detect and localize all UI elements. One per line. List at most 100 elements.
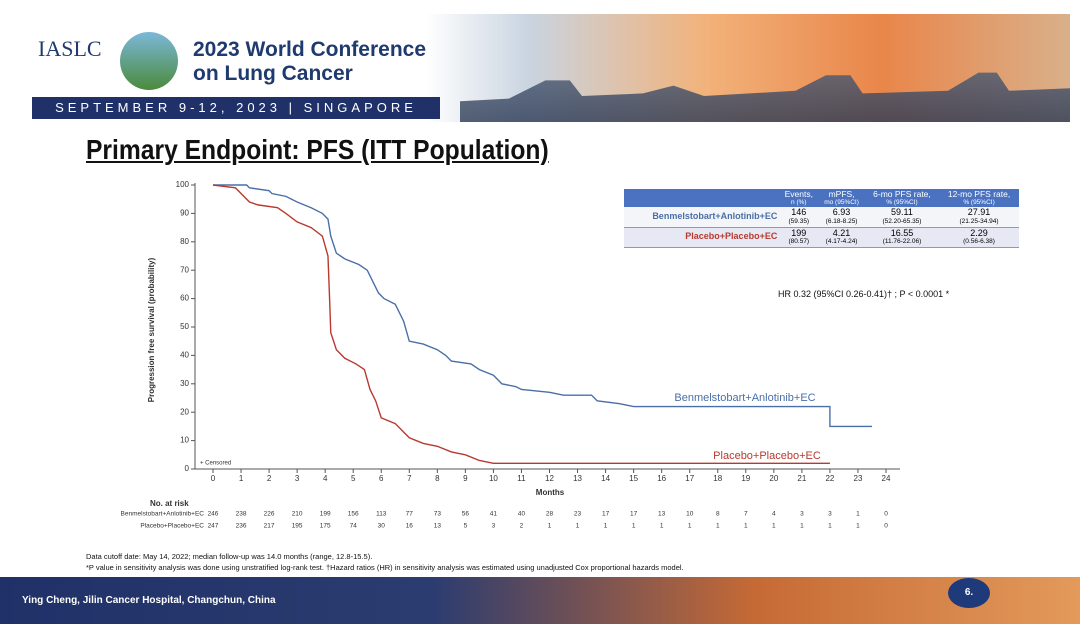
x-tick-label: 2: [267, 474, 272, 483]
y-axis-label: Progression free survival (probability): [147, 257, 156, 402]
conference-line: on Lung Cancer: [193, 62, 353, 85]
at-risk-count: 41: [490, 511, 498, 518]
header-line: % (95%CI): [963, 199, 995, 207]
at-risk-count: 1: [576, 523, 580, 530]
y-tick-label: 30: [180, 379, 189, 388]
at-risk-count: 1: [772, 523, 776, 530]
at-risk-count: 40: [518, 511, 526, 518]
x-tick-label: 6: [379, 474, 384, 483]
y-tick-label: 80: [180, 237, 189, 246]
cell-line: 59.11: [891, 207, 913, 218]
table-row: Placebo+Placebo+EC 199 (80.57) 4.21 (4.17-4.…: [624, 227, 1019, 248]
at-risk-count: 1: [800, 523, 804, 530]
at-risk-count: 1: [856, 511, 860, 518]
header-line: Events,: [784, 189, 813, 199]
at-risk-count: 2: [520, 523, 524, 530]
at-risk-label: Benmelstobart+Anlotinib+EC: [121, 511, 205, 518]
at-risk-count: 236: [236, 523, 247, 530]
at-risk-count: 3: [492, 523, 496, 530]
series-label: Benmelstobart+Anlotinib+EC: [674, 392, 815, 404]
x-tick-label: 17: [685, 474, 694, 483]
cell-line: 199: [791, 227, 807, 238]
cell-line: (80.57): [788, 238, 810, 246]
at-risk-count: 1: [688, 523, 692, 530]
header-line: mo (95%CI): [824, 199, 859, 207]
cell-line: 16.55: [890, 227, 914, 238]
org-logo: IASLC: [38, 36, 102, 61]
at-risk-count: 73: [434, 511, 442, 518]
summary-table: Events, n (%) mPFS, mo (95%CI) 6-mo PFS rate…: [624, 189, 1019, 248]
at-risk-count: 247: [208, 523, 219, 530]
at-risk-count: 4: [772, 511, 776, 518]
at-risk-label: Placebo+Placebo+EC: [140, 523, 204, 530]
at-risk-count: 217: [264, 523, 275, 530]
at-risk-count: 5: [464, 523, 468, 530]
conference-name: 2023 World Conference on Lung Cancer: [193, 38, 426, 86]
row-label: Placebo+Placebo+EC: [685, 231, 778, 242]
table-cell: 16.55 (11.76-22.06): [865, 227, 939, 247]
at-risk-count: 8: [716, 511, 720, 518]
at-risk-count: 10: [686, 511, 694, 518]
row-label: Benmelstobart+Anlotinib+EC: [652, 211, 778, 222]
cell-line: (52.20-65.35): [882, 218, 922, 226]
at-risk-count: 13: [434, 523, 442, 530]
x-tick-label: 14: [601, 474, 610, 483]
x-tick-label: 12: [545, 474, 554, 483]
cell-line: (4.17-4.24): [825, 238, 858, 246]
y-tick-label: 90: [180, 209, 189, 218]
at-risk-count: 3: [800, 511, 804, 518]
x-tick-label: 7: [407, 474, 412, 483]
table-row: Benmelstobart+Anlotinib+EC 146 (59.35) 6.93…: [624, 207, 1019, 228]
x-tick-label: 21: [797, 474, 806, 483]
y-tick-label: 100: [176, 180, 190, 189]
table-cell: 6.93 (6.18-8.25): [818, 207, 865, 227]
table-cell: 4.21 (4.17-4.24): [818, 227, 865, 247]
km-chart: Progression free survival (probability) …: [121, 180, 900, 530]
x-tick-label: 16: [657, 474, 666, 483]
at-risk-count: 74: [350, 523, 358, 530]
footnote: Data cutoff date: May 14, 2022; median f…: [86, 552, 373, 561]
at-risk-count: 199: [320, 511, 331, 518]
cell-line: 4.21: [832, 227, 851, 238]
y-tick-label: 40: [180, 351, 189, 360]
page-number: 6.: [948, 578, 990, 608]
footer-bar: [0, 577, 1080, 624]
at-risk-count: 28: [546, 511, 554, 518]
footnote: *P value in sensitivity analysis was don…: [86, 563, 684, 572]
at-risk-count: 113: [376, 511, 387, 518]
at-risk-count: 17: [602, 511, 610, 518]
x-tick-label: 9: [463, 474, 468, 483]
cell-line: (21.25-34.94): [959, 218, 999, 226]
table-corner: [624, 189, 779, 207]
y-tick-label: 70: [180, 265, 189, 274]
at-risk-count: 246: [208, 511, 219, 518]
x-tick-label: 15: [629, 474, 638, 483]
x-tick-label: 10: [489, 474, 498, 483]
at-risk-count: 13: [658, 511, 666, 518]
at-risk-count: 17: [630, 511, 638, 518]
x-axis-label: Months: [536, 488, 565, 497]
date-bar: SEPTEMBER 9-12, 2023 | SINGAPORE: [32, 97, 440, 119]
x-tick-label: 18: [713, 474, 722, 483]
at-risk-count: 1: [856, 523, 860, 530]
x-tick-label: 22: [825, 474, 834, 483]
x-tick-label: 5: [351, 474, 356, 483]
at-risk-count: 56: [462, 511, 470, 518]
at-risk-count: 1: [548, 523, 552, 530]
at-risk-count: 1: [632, 523, 636, 530]
x-tick-label: 8: [435, 474, 440, 483]
header-line: 12-mo PFS rate,: [947, 189, 1011, 199]
header-line: % (95%CI): [886, 199, 918, 207]
at-risk-count: 175: [320, 523, 331, 530]
at-risk-count: 1: [660, 523, 664, 530]
at-risk-count: 0: [884, 511, 888, 518]
survival-curve: [213, 184, 872, 428]
cell-line: (0.56-6.38): [963, 238, 995, 246]
at-risk-count: 210: [292, 511, 303, 518]
table-header: Events, n (%): [779, 189, 818, 207]
at-risk-count: 1: [828, 523, 832, 530]
cell-line: (11.76-22.06): [882, 238, 922, 246]
at-risk-count: 7: [744, 511, 748, 518]
x-tick-label: 23: [854, 474, 863, 483]
